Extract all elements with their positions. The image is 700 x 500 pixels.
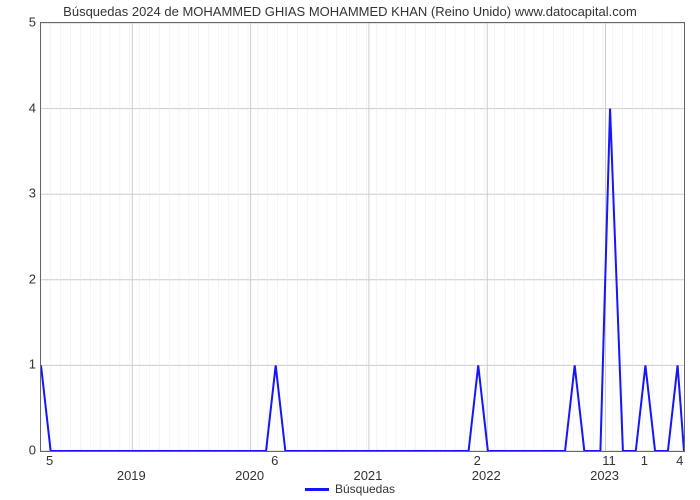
x-tick-label: 2023 xyxy=(590,468,619,483)
legend-label: Búsquedas xyxy=(335,482,395,496)
legend: Búsquedas xyxy=(305,482,395,496)
chart-line-series xyxy=(41,23,684,451)
y-tick-label: 3 xyxy=(6,186,36,201)
chart-title: Búsquedas 2024 de MOHAMMED GHIAS MOHAMME… xyxy=(63,4,637,19)
plot-area xyxy=(40,22,685,452)
x-tick-label: 2019 xyxy=(117,468,146,483)
data-annotation: 2 xyxy=(474,453,481,468)
data-annotation: 11 xyxy=(602,453,616,468)
y-tick-label: 1 xyxy=(6,357,36,372)
y-tick-label: 0 xyxy=(6,443,36,458)
data-annotation: 5 xyxy=(46,453,53,468)
chart-container: Búsquedas 2024 de MOHAMMED GHIAS MOHAMME… xyxy=(0,0,700,500)
data-annotation: 4 xyxy=(676,453,683,468)
y-tick-label: 4 xyxy=(6,100,36,115)
x-tick-label: 2021 xyxy=(353,468,382,483)
data-annotation: 1 xyxy=(641,453,648,468)
y-tick-label: 2 xyxy=(6,271,36,286)
x-tick-label: 2022 xyxy=(472,468,501,483)
x-tick-label: 2020 xyxy=(235,468,264,483)
data-annotation: 6 xyxy=(271,453,278,468)
legend-swatch xyxy=(305,488,329,491)
y-tick-label: 5 xyxy=(6,15,36,30)
